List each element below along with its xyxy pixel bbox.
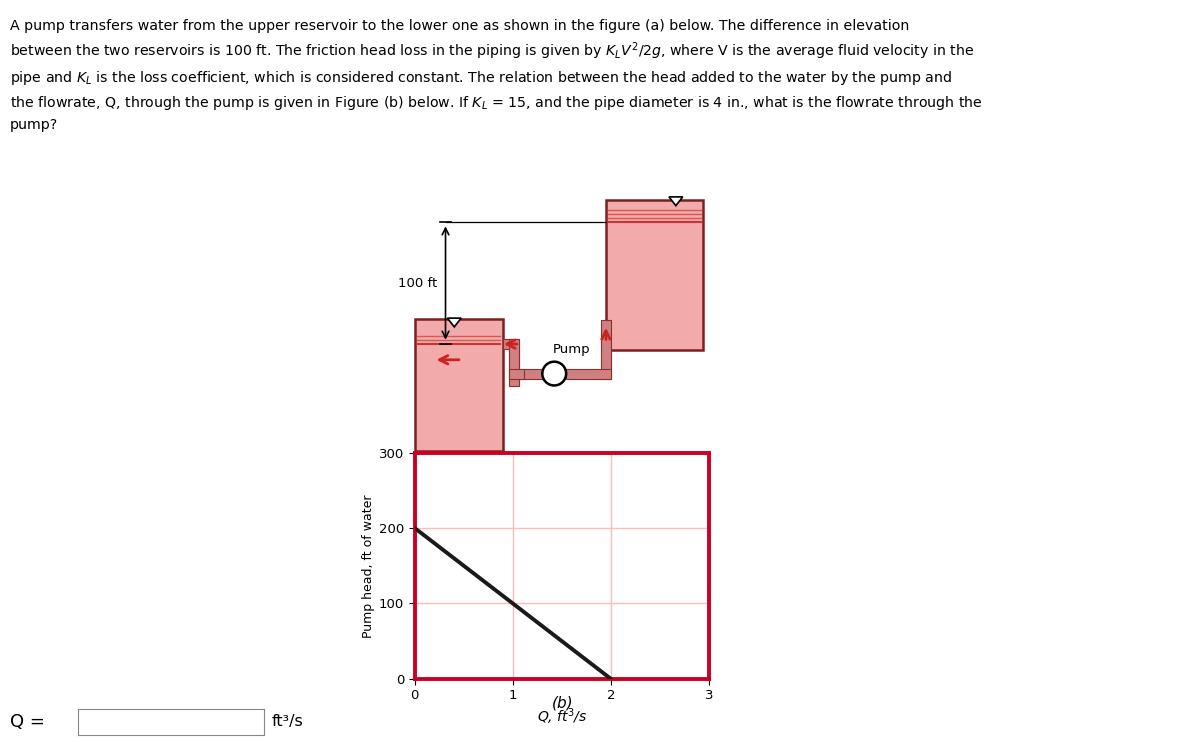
Polygon shape	[670, 197, 683, 206]
Bar	[510, 369, 524, 378]
Bar	[510, 339, 519, 387]
Bar	[566, 369, 611, 378]
Text: i: i	[61, 715, 66, 729]
Circle shape	[542, 361, 566, 386]
Text: Q =: Q =	[10, 713, 44, 731]
Text: 100 ft: 100 ft	[398, 277, 438, 289]
Bar	[601, 321, 611, 378]
Bar	[510, 339, 519, 378]
Text: (b): (b)	[552, 695, 573, 710]
X-axis label: $Q$, ft$^3$/s: $Q$, ft$^3$/s	[537, 706, 587, 727]
Polygon shape	[447, 318, 462, 327]
Bar	[415, 319, 502, 450]
Text: (a): (a)	[554, 471, 576, 486]
Text: ft³/s: ft³/s	[272, 715, 303, 729]
Bar	[519, 369, 545, 378]
Bar	[606, 200, 703, 350]
Text: A pump transfers water from the upper reservoir to the lower one as shown in the: A pump transfers water from the upper re…	[10, 19, 982, 131]
Text: Pump: Pump	[553, 343, 590, 356]
Bar	[502, 339, 514, 349]
Y-axis label: Pump head, ft of water: Pump head, ft of water	[362, 494, 375, 637]
